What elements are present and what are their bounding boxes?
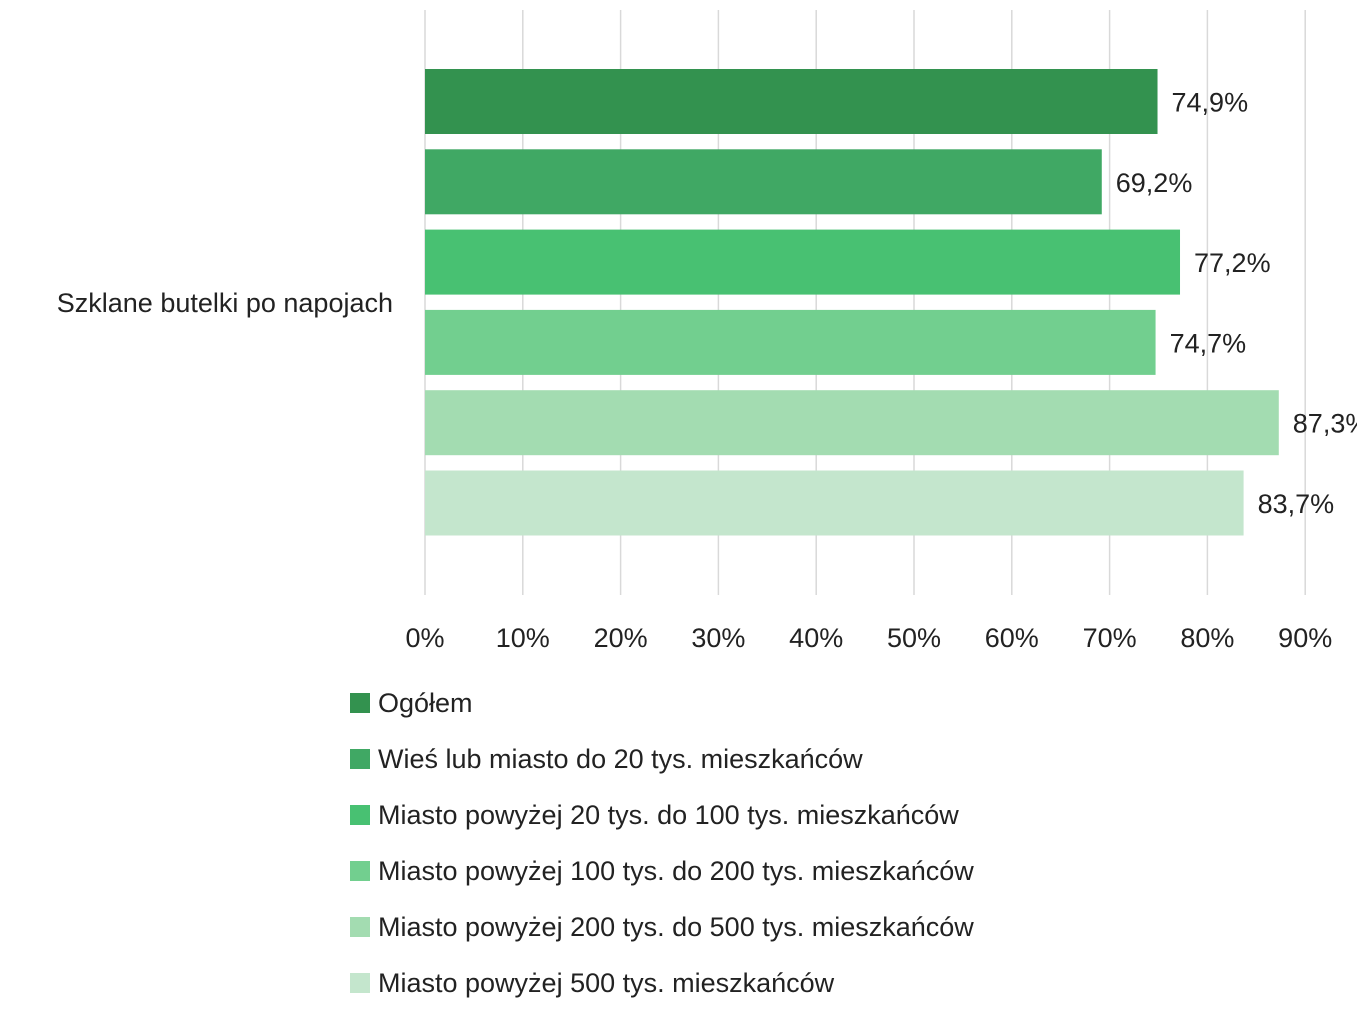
data-label: 74,7% — [1170, 328, 1247, 358]
legend-item: Miasto powyżej 20 tys. do 100 tys. miesz… — [350, 787, 974, 843]
bar — [425, 69, 1158, 134]
x-tick-label: 70% — [1083, 623, 1137, 653]
x-tick-label: 30% — [691, 623, 745, 653]
legend: Ogółem Wieś lub miasto do 20 tys. mieszka… — [350, 675, 974, 1011]
legend-item: Miasto powyżej 100 tys. do 200 tys. mies… — [350, 843, 974, 899]
legend-label: Ogółem — [378, 687, 473, 718]
data-label: 74,9% — [1172, 88, 1249, 118]
legend-label: Miasto powyżej 200 tys. do 500 tys. mies… — [378, 911, 974, 942]
x-tick-label: 90% — [1278, 623, 1332, 653]
data-label: 87,3% — [1293, 409, 1357, 439]
legend-item: Ogółem — [350, 675, 974, 731]
data-label: 77,2% — [1194, 248, 1271, 278]
bar — [425, 149, 1102, 215]
x-tick-label: 0% — [405, 623, 444, 653]
legend-swatch — [350, 861, 370, 881]
legend-item: Wieś lub miasto do 20 tys. mieszkańców — [350, 731, 974, 787]
legend-item: Miasto powyżej 500 tys. mieszkańców — [350, 955, 974, 1011]
x-tick-label: 50% — [887, 623, 941, 653]
x-tick-label: 20% — [594, 623, 648, 653]
bars: 74,9% 69,2% 77,2% 74,7% 87,3% 83,7% — [425, 69, 1357, 536]
legend-swatch — [350, 917, 370, 937]
bar — [425, 229, 1181, 295]
bar — [425, 309, 1156, 375]
legend-label: Miasto powyżej 20 tys. do 100 tys. miesz… — [378, 799, 959, 830]
data-label: 83,7% — [1258, 489, 1335, 519]
x-tick-label: 10% — [496, 623, 550, 653]
bar — [425, 470, 1244, 536]
legend-swatch — [350, 749, 370, 769]
legend-label: Wieś lub miasto do 20 tys. mieszkańców — [378, 743, 863, 774]
legend-swatch — [350, 693, 370, 713]
x-tick-label: 80% — [1180, 623, 1234, 653]
legend-label: Miasto powyżej 500 tys. mieszkańców — [378, 967, 835, 998]
bar — [425, 390, 1279, 456]
legend-swatch — [350, 973, 370, 993]
legend-item: Miasto powyżej 200 tys. do 500 tys. mies… — [350, 899, 974, 955]
data-label: 69,2% — [1116, 168, 1193, 198]
category-label: Szklane butelki po napojach — [57, 288, 393, 318]
x-tick-label: 60% — [985, 623, 1039, 653]
x-tick-label: 40% — [789, 623, 843, 653]
x-tick-labels: 0% 10% 20% 30% 40% 50% 60% 70% 80% 90% — [405, 623, 1332, 653]
legend-label: Miasto powyżej 100 tys. do 200 tys. mies… — [378, 855, 974, 886]
legend-swatch — [350, 805, 370, 825]
